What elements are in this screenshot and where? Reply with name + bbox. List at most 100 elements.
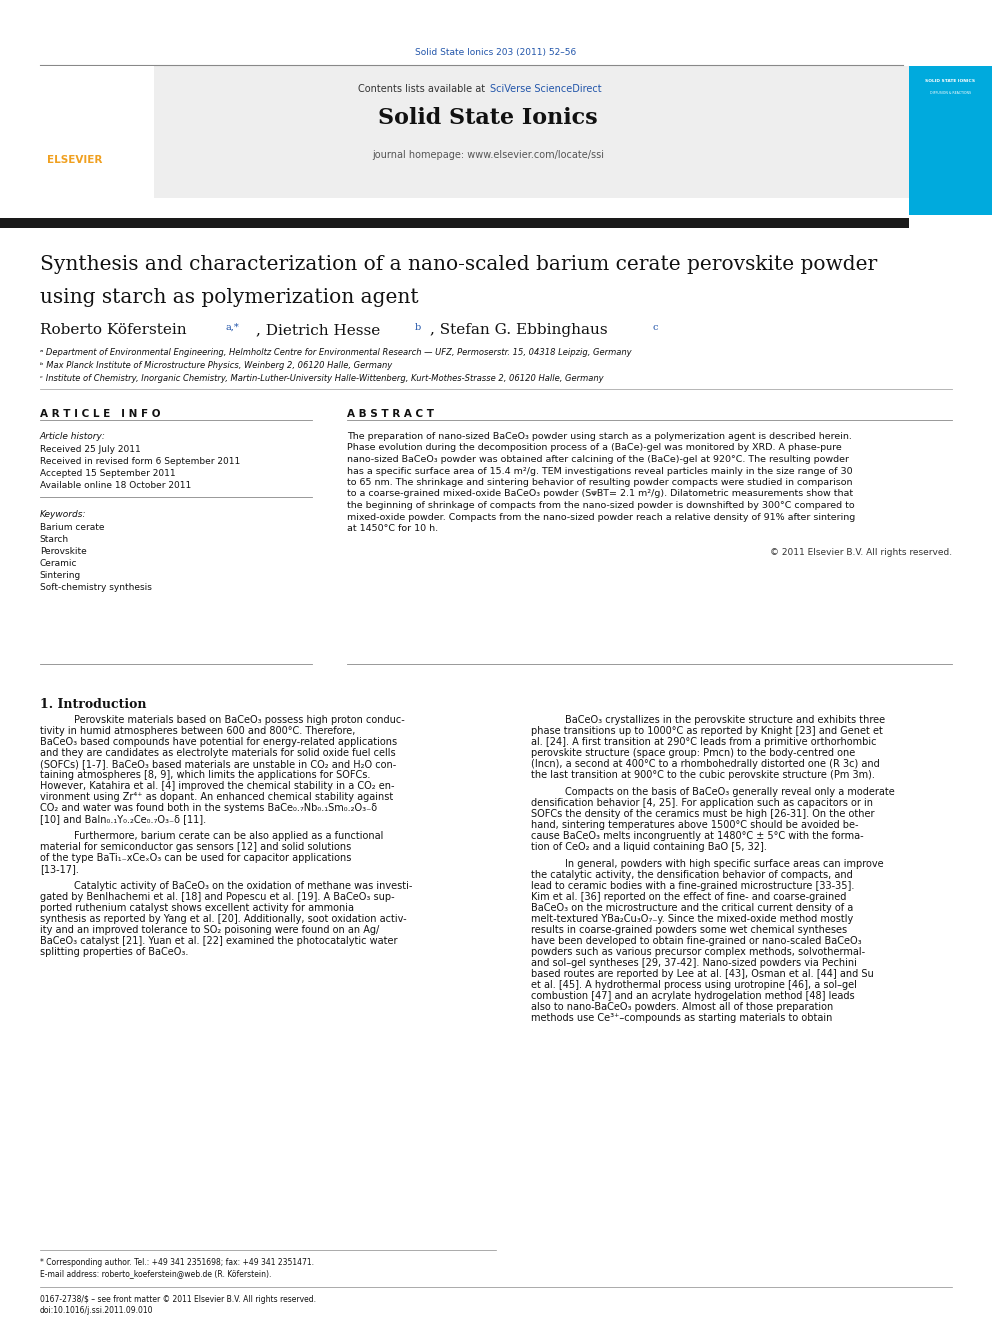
Text: A B S T R A C T: A B S T R A C T [347, 409, 434, 419]
Text: nano-sized BaCeO₃ powder was obtained after calcining of the (BaCe)-gel at 920°C: nano-sized BaCeO₃ powder was obtained af… [347, 455, 849, 464]
Text: powders such as various precursor complex methods, solvothermal-: powders such as various precursor comple… [531, 947, 865, 957]
Text: The preparation of nano-sized BaCeO₃ powder using starch as a polymerization age: The preparation of nano-sized BaCeO₃ pow… [347, 433, 852, 441]
Text: Roberto Köferstein: Roberto Köferstein [40, 323, 186, 337]
Text: c: c [653, 323, 659, 332]
Text: [10] and BaIn₀.₁Y₀.₂Ce₀.₇O₃₋δ [11].: [10] and BaIn₀.₁Y₀.₂Ce₀.₇O₃₋δ [11]. [40, 814, 205, 824]
Text: ELSEVIER: ELSEVIER [47, 155, 102, 165]
Text: DIFFUSION & REACTIONS: DIFFUSION & REACTIONS [930, 91, 971, 95]
Text: Soft-chemistry synthesis: Soft-chemistry synthesis [40, 583, 152, 591]
Text: has a specific surface area of 15.4 m²/g. TEM investigations reveal particles ma: has a specific surface area of 15.4 m²/g… [347, 467, 853, 475]
Text: results in coarse-grained powders some wet chemical syntheses: results in coarse-grained powders some w… [531, 925, 847, 935]
Text: b: b [415, 323, 421, 332]
Bar [0, 218, 909, 228]
Text: and they are candidates as electrolyte materials for solid oxide fuel cells: and they are candidates as electrolyte m… [40, 747, 395, 758]
Text: Keywords:: Keywords: [40, 509, 86, 519]
Text: based routes are reported by Lee at al. [43], Osman et al. [44] and Su: based routes are reported by Lee at al. … [531, 968, 874, 979]
Text: tivity in humid atmospheres between 600 and 800°C. Therefore,: tivity in humid atmospheres between 600 … [40, 726, 355, 736]
Text: taining atmospheres [8, 9], which limits the applications for SOFCs.: taining atmospheres [8, 9], which limits… [40, 770, 370, 781]
Text: journal homepage: www.elsevier.com/locate/ssi: journal homepage: www.elsevier.com/locat… [372, 149, 604, 160]
Text: Article history:: Article history: [40, 433, 105, 441]
Text: methods use Ce³⁺–compounds as starting materials to obtain: methods use Ce³⁺–compounds as starting m… [531, 1013, 832, 1023]
Text: (SOFCs) [1-7]. BaCeO₃ based materials are unstable in CO₂ and H₂O con-: (SOFCs) [1-7]. BaCeO₃ based materials ar… [40, 759, 396, 769]
Text: splitting properties of BaCeO₃.: splitting properties of BaCeO₃. [40, 947, 188, 957]
Text: Furthermore, barium cerate can be also applied as a functional: Furthermore, barium cerate can be also a… [74, 831, 384, 841]
Text: CO₂ and water was found both in the systems BaCe₀.₇Nb₀.₁Sm₀.₂O₃₋δ: CO₂ and water was found both in the syst… [40, 803, 377, 814]
Text: combustion [47] and an acrylate hydrogelation method [48] leads: combustion [47] and an acrylate hydrogel… [531, 991, 854, 1002]
Text: the beginning of shrinkage of compacts from the nano-sized powder is downshifted: the beginning of shrinkage of compacts f… [347, 501, 855, 509]
Text: material for semiconductor gas sensors [12] and solid solutions: material for semiconductor gas sensors [… [40, 841, 351, 852]
Text: SOFCs the density of the ceramics must be high [26-31]. On the other: SOFCs the density of the ceramics must b… [531, 808, 874, 819]
Text: © 2011 Elsevier B.V. All rights reserved.: © 2011 Elsevier B.V. All rights reserved… [770, 548, 952, 557]
Text: hand, sintering temperatures above 1500°C should be avoided be-: hand, sintering temperatures above 1500°… [531, 820, 858, 830]
Text: doi:10.1016/j.ssi.2011.09.010: doi:10.1016/j.ssi.2011.09.010 [40, 1306, 153, 1315]
Text: vironment using Zr⁴⁺ as dopant. An enhanced chemical stability against: vironment using Zr⁴⁺ as dopant. An enhan… [40, 792, 393, 802]
Text: Perovskite: Perovskite [40, 546, 86, 556]
Text: SciVerse ScienceDirect: SciVerse ScienceDirect [490, 83, 602, 94]
Text: Solid State Ionics: Solid State Ionics [378, 107, 598, 130]
Text: BaCeO₃ catalyst [21]. Yuan et al. [22] examined the photocatalytic water: BaCeO₃ catalyst [21]. Yuan et al. [22] e… [40, 935, 397, 946]
Text: , Stefan G. Ebbinghaus: , Stefan G. Ebbinghaus [430, 323, 607, 337]
Text: to a coarse-grained mixed-oxide BaCeO₃ powder (SᴪBT= 2.1 m²/g). Dilatometric mea: to a coarse-grained mixed-oxide BaCeO₃ p… [347, 490, 853, 499]
Text: Accepted 15 September 2011: Accepted 15 September 2011 [40, 468, 176, 478]
Text: SOLID STATE IONICS: SOLID STATE IONICS [926, 79, 975, 83]
Text: [13-17].: [13-17]. [40, 864, 78, 875]
Text: (Incn), a second at 400°C to a rhombohedrally distorted one (R 3c) and: (Incn), a second at 400°C to a rhombohed… [531, 759, 880, 769]
Text: ported ruthenium catalyst shows excellent activity for ammonia: ported ruthenium catalyst shows excellen… [40, 904, 354, 913]
Text: cause BaCeO₃ melts incongruently at 1480°C ± 5°C with the forma-: cause BaCeO₃ melts incongruently at 1480… [531, 831, 863, 841]
Text: ᶜ Institute of Chemistry, Inorganic Chemistry, Martin-Luther-University Halle-Wi: ᶜ Institute of Chemistry, Inorganic Chem… [40, 374, 603, 382]
Text: tion of CeO₂ and a liquid containing BaO [5, 32].: tion of CeO₂ and a liquid containing BaO… [531, 841, 767, 852]
Text: phase transitions up to 1000°C as reported by Knight [23] and Genet et: phase transitions up to 1000°C as report… [531, 726, 883, 736]
Text: BaCeO₃ crystallizes in the perovskite structure and exhibits three: BaCeO₃ crystallizes in the perovskite st… [565, 714, 886, 725]
Text: Received 25 July 2011: Received 25 July 2011 [40, 445, 141, 454]
Text: Contents lists available at: Contents lists available at [358, 83, 488, 94]
Text: have been developed to obtain fine-grained or nano-scaled BaCeO₃: have been developed to obtain fine-grain… [531, 935, 861, 946]
Text: ᵇ Max Planck Institute of Microstructure Physics, Weinberg 2, 06120 Halle, Germa: ᵇ Max Planck Institute of Microstructure… [40, 361, 392, 370]
Text: Available online 18 October 2011: Available online 18 October 2011 [40, 482, 190, 490]
Bar [909, 66, 992, 216]
Bar [0, 66, 154, 216]
Text: the last transition at 900°C to the cubic perovskite structure (Pm 3m).: the last transition at 900°C to the cubi… [531, 770, 875, 781]
Text: to 65 nm. The shrinkage and sintering behavior of resulting powder compacts were: to 65 nm. The shrinkage and sintering be… [347, 478, 853, 487]
Text: Barium cerate: Barium cerate [40, 523, 104, 532]
Text: gated by Benlhachemi et al. [18] and Popescu et al. [19]. A BaCeO₃ sup-: gated by Benlhachemi et al. [18] and Pop… [40, 892, 394, 902]
Text: * Corresponding author. Tel.: +49 341 2351698; fax: +49 341 2351471.: * Corresponding author. Tel.: +49 341 23… [40, 1258, 313, 1267]
Text: 0167-2738/$ – see front matter © 2011 Elsevier B.V. All rights reserved.: 0167-2738/$ – see front matter © 2011 El… [40, 1295, 315, 1304]
Text: melt-textured YBa₂Cu₃O₇₋y. Since the mixed-oxide method mostly: melt-textured YBa₂Cu₃O₇₋y. Since the mix… [531, 914, 853, 923]
Text: BaCeO₃ based compounds have potential for energy-related applications: BaCeO₃ based compounds have potential fo… [40, 737, 397, 747]
Text: ity and an improved tolerance to SO₂ poisoning were found on an Ag/: ity and an improved tolerance to SO₂ poi… [40, 925, 379, 935]
Text: al. [24]. A first transition at 290°C leads from a primitive orthorhombic: al. [24]. A first transition at 290°C le… [531, 737, 876, 747]
Text: of the type BaTi₁₋xCeₓO₃ can be used for capacitor applications: of the type BaTi₁₋xCeₓO₃ can be used for… [40, 853, 351, 863]
Text: perovskite structure (space group: Pmcn) to the body-centred one: perovskite structure (space group: Pmcn)… [531, 747, 855, 758]
Text: BaCeO₃ on the microstructure and the critical current density of a: BaCeO₃ on the microstructure and the cri… [531, 904, 853, 913]
Text: A R T I C L E   I N F O: A R T I C L E I N F O [40, 409, 160, 419]
Text: Kim et al. [36] reported on the effect of fine- and coarse-grained: Kim et al. [36] reported on the effect o… [531, 892, 846, 902]
Text: a,*: a,* [225, 323, 239, 332]
Text: Phase evolution during the decomposition process of a (BaCe)-gel was monitored b: Phase evolution during the decomposition… [347, 443, 842, 452]
Text: Compacts on the basis of BaCeO₃ generally reveal only a moderate: Compacts on the basis of BaCeO₃ generall… [565, 787, 895, 796]
Text: also to nano-BaCeO₃ powders. Almost all of those preparation: also to nano-BaCeO₃ powders. Almost all … [531, 1002, 833, 1012]
Text: Perovskite materials based on BaCeO₃ possess high proton conduc-: Perovskite materials based on BaCeO₃ pos… [74, 714, 405, 725]
Text: et al. [45]. A hydrothermal process using urotropine [46], a sol–gel: et al. [45]. A hydrothermal process usin… [531, 980, 857, 990]
Text: However, Katahira et al. [4] improved the chemical stability in a CO₂ en-: However, Katahira et al. [4] improved th… [40, 781, 394, 791]
Text: at 1450°C for 10 h.: at 1450°C for 10 h. [347, 524, 438, 533]
Text: mixed-oxide powder. Compacts from the nano-sized powder reach a relative density: mixed-oxide powder. Compacts from the na… [347, 512, 855, 521]
Bar [40, 66, 909, 198]
Text: and sol–gel syntheses [29, 37-42]. Nano-sized powders via Pechini: and sol–gel syntheses [29, 37-42]. Nano-… [531, 958, 857, 968]
Text: Ceramic: Ceramic [40, 560, 77, 568]
Text: the catalytic activity, the densification behavior of compacts, and: the catalytic activity, the densificatio… [531, 871, 852, 880]
Text: Solid State Ionics 203 (2011) 52–56: Solid State Ionics 203 (2011) 52–56 [416, 48, 576, 57]
Text: using starch as polymerization agent: using starch as polymerization agent [40, 288, 419, 307]
Text: Catalytic activity of BaCeO₃ on the oxidation of methane was investi-: Catalytic activity of BaCeO₃ on the oxid… [74, 881, 413, 890]
Text: ᵃ Department of Environmental Engineering, Helmholtz Centre for Environmental Re: ᵃ Department of Environmental Engineerin… [40, 348, 631, 357]
Text: , Dietrich Hesse: , Dietrich Hesse [256, 323, 380, 337]
Text: 1. Introduction: 1. Introduction [40, 699, 146, 710]
Text: synthesis as reported by Yang et al. [20]. Additionally, soot oxidation activ-: synthesis as reported by Yang et al. [20… [40, 914, 407, 923]
Text: Synthesis and characterization of a nano-scaled barium cerate perovskite powder: Synthesis and characterization of a nano… [40, 255, 877, 274]
Text: In general, powders with high specific surface areas can improve: In general, powders with high specific s… [565, 859, 884, 869]
Text: Starch: Starch [40, 534, 68, 544]
Text: densification behavior [4, 25]. For application such as capacitors or in: densification behavior [4, 25]. For appl… [531, 798, 873, 808]
Text: E-mail address: roberto_koeferstein@web.de (R. Köferstein).: E-mail address: roberto_koeferstein@web.… [40, 1269, 271, 1278]
Text: Received in revised form 6 September 2011: Received in revised form 6 September 201… [40, 456, 240, 466]
Text: Sintering: Sintering [40, 572, 81, 579]
Text: lead to ceramic bodies with a fine-grained microstructure [33-35].: lead to ceramic bodies with a fine-grain… [531, 881, 854, 890]
